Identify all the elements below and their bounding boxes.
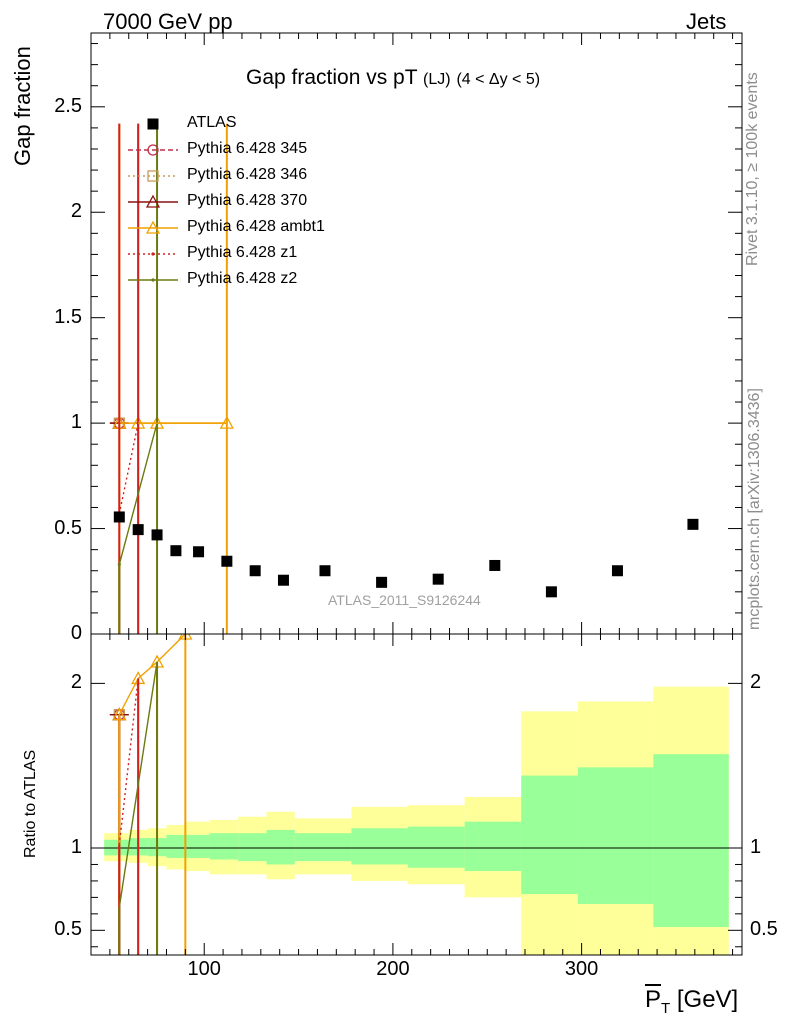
atlas-point [113, 511, 125, 523]
ratio-y-tick-label-right: 0.5 [750, 918, 778, 941]
y-tick-label: 2.5 [54, 94, 82, 117]
ratio-series-line [118, 661, 158, 908]
uncertainty-band-inner [577, 767, 654, 904]
ratio-y-tick-label: 2 [70, 671, 82, 694]
atlas-point [545, 586, 557, 598]
legend-marker [147, 118, 159, 130]
x-tick-label: 100 [187, 958, 221, 980]
uncertainty-band-inner [351, 828, 409, 865]
series-point [117, 562, 121, 567]
legend-label: Pythia 6.428 370 [187, 192, 308, 209]
uncertainty-band-inner [653, 754, 729, 928]
atlas-point [151, 529, 163, 541]
y-tick-label: 0 [70, 622, 82, 644]
uncertainty-band-inner [166, 834, 186, 858]
legend-marker [151, 252, 155, 256]
legend-label: Pythia 6.428 ambt1 [187, 218, 325, 235]
legend-marker [145, 194, 161, 208]
ratio-y-tick-label: 1 [70, 836, 82, 858]
uncertainty-band-inner [521, 775, 578, 895]
atlas-point [193, 546, 205, 558]
uncertainty-band-inner [294, 833, 352, 862]
main-series [109, 123, 699, 634]
x-tick-label: 300 [564, 958, 599, 980]
x-axis-title: PT [GeV] [645, 986, 738, 1017]
uncertainty-band-inner [209, 833, 239, 860]
legend-marker [145, 220, 161, 234]
legend-label: Pythia 6.428 z1 [187, 244, 298, 261]
atlas-point [249, 565, 261, 577]
ratio-y-tick-label: 0.5 [54, 918, 82, 941]
header-right: Jets [686, 9, 727, 34]
axes [90, 32, 743, 956]
x-tick-label: 200 [376, 958, 410, 980]
y-tick-label: 2 [70, 200, 82, 223]
ratio-point [112, 707, 127, 721]
legend [128, 118, 178, 282]
ratio-y-tick-label-right: 1 [750, 836, 762, 858]
plot-title: Gap fraction vs pT (LJ) (4 < Δy < 5) [246, 66, 540, 90]
legend-label: ATLAS [187, 114, 237, 131]
atlas-point [277, 574, 289, 586]
x-axis-unit: [GeV] [676, 986, 739, 1013]
ratio-y-tick-label-right: 2 [750, 671, 762, 694]
atlas-point [432, 573, 444, 585]
y-tick-label: 1 [70, 411, 82, 434]
uncertainty-band-inner [408, 826, 465, 868]
header-left: 7000 GeV pp [103, 9, 233, 34]
atlas-point [611, 565, 623, 577]
plot-title-main: Gap fraction vs pT [246, 66, 418, 89]
series-line [118, 422, 158, 565]
plot-title-suffix: (LJ) [423, 71, 451, 88]
ratio-y-axis-title: Ratio to ATLAS [22, 749, 39, 858]
atlas-point [221, 555, 233, 567]
legend-label: Pythia 6.428 345 [187, 140, 308, 157]
y-axis-title: Gap fraction [10, 46, 35, 166]
x-axis-var: P [645, 986, 662, 1013]
atlas-point [687, 518, 699, 530]
x-axis-sub: T [661, 999, 671, 1017]
ratio-series-line [118, 678, 139, 845]
legend-label: Pythia 6.428 346 [187, 166, 308, 183]
atlas-point [170, 545, 182, 557]
atlas-point [376, 576, 388, 588]
uncertainty-band-inner [266, 829, 295, 865]
analysis-watermark: ATLAS_2011_S9126244 [328, 592, 481, 608]
rivet-label: Rivet 3.1.10, ≥ 100k events [744, 72, 761, 266]
ratio-bands [91, 686, 742, 955]
series-line [118, 422, 139, 514]
legend-label: Pythia 6.428 z2 [187, 270, 298, 287]
y-tick-label: 1.5 [54, 305, 82, 328]
atlas-point [132, 524, 144, 536]
plot-title-cut: (4 < Δy < 5) [456, 71, 541, 88]
ratio-series-line [118, 634, 186, 715]
legend-marker [147, 144, 159, 156]
mcplots-label: mcplots.cern.ch [arXiv:1306.3436] [746, 388, 763, 630]
uncertainty-band-inner [185, 834, 210, 858]
y-tick-label: 0.5 [54, 516, 82, 539]
ratio-frame [90, 633, 743, 956]
uncertainty-band-inner [238, 833, 267, 862]
ratio-series [109, 634, 193, 955]
atlas-point [489, 559, 501, 571]
legend-marker [147, 170, 159, 182]
uncertainty-band-inner [464, 821, 522, 872]
atlas-point [319, 565, 331, 577]
legend-marker [151, 278, 155, 282]
